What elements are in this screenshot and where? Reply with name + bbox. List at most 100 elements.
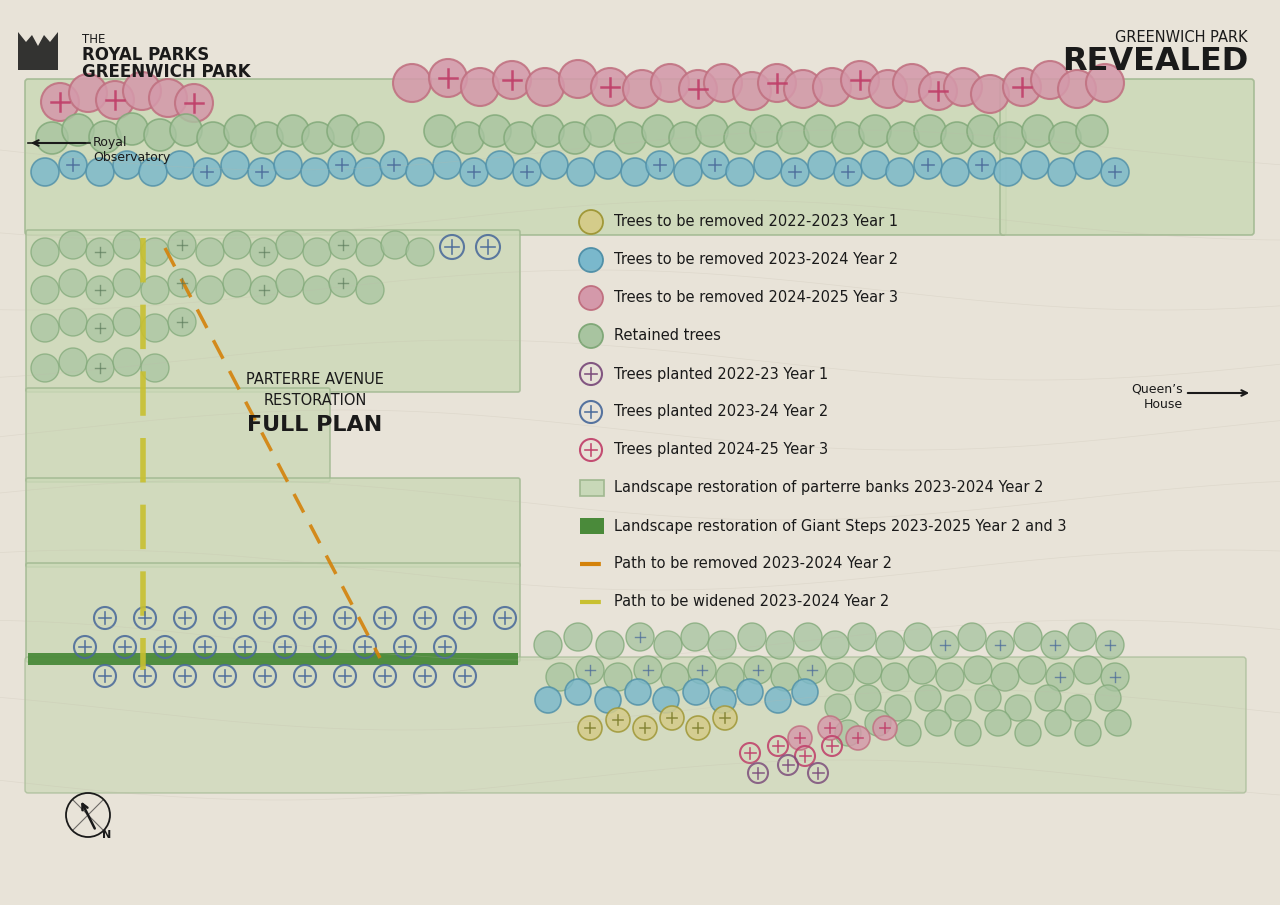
FancyBboxPatch shape xyxy=(1000,79,1254,235)
Circle shape xyxy=(915,685,941,711)
Circle shape xyxy=(792,679,818,705)
Circle shape xyxy=(141,354,169,382)
Circle shape xyxy=(1015,720,1041,746)
Circle shape xyxy=(113,231,141,259)
Circle shape xyxy=(69,74,108,112)
Circle shape xyxy=(605,708,630,732)
Circle shape xyxy=(614,122,646,154)
Circle shape xyxy=(893,64,931,102)
Circle shape xyxy=(460,158,488,186)
Circle shape xyxy=(381,231,410,259)
Circle shape xyxy=(754,151,782,179)
Circle shape xyxy=(250,238,278,266)
Circle shape xyxy=(604,663,632,691)
Circle shape xyxy=(710,687,736,713)
Circle shape xyxy=(96,81,134,119)
Bar xyxy=(580,480,604,496)
Text: Queen’s
House: Queen’s House xyxy=(1132,383,1183,411)
Circle shape xyxy=(797,656,826,684)
Circle shape xyxy=(31,158,59,186)
Text: REVEALED: REVEALED xyxy=(1061,46,1248,77)
Circle shape xyxy=(925,710,951,736)
Circle shape xyxy=(579,716,602,740)
FancyBboxPatch shape xyxy=(26,563,520,662)
Circle shape xyxy=(141,276,169,304)
Circle shape xyxy=(941,122,973,154)
Circle shape xyxy=(302,122,334,154)
Circle shape xyxy=(1074,151,1102,179)
Circle shape xyxy=(652,64,689,102)
Circle shape xyxy=(1105,710,1132,736)
Text: Royal
Observatory: Royal Observatory xyxy=(93,136,170,164)
Circle shape xyxy=(1048,158,1076,186)
FancyBboxPatch shape xyxy=(26,79,1006,235)
Circle shape xyxy=(716,663,744,691)
Circle shape xyxy=(854,656,882,684)
Circle shape xyxy=(936,663,964,691)
Circle shape xyxy=(1101,158,1129,186)
Circle shape xyxy=(995,122,1027,154)
Text: RESTORATION: RESTORATION xyxy=(264,393,366,408)
Circle shape xyxy=(113,269,141,297)
Circle shape xyxy=(564,679,591,705)
Circle shape xyxy=(301,158,329,186)
Circle shape xyxy=(143,119,177,151)
Circle shape xyxy=(684,679,709,705)
Circle shape xyxy=(59,231,87,259)
Circle shape xyxy=(547,663,573,691)
Circle shape xyxy=(914,115,946,147)
Text: Path to be removed 2023-2024 Year 2: Path to be removed 2023-2024 Year 2 xyxy=(614,557,892,571)
Text: Trees planted 2022-23 Year 1: Trees planted 2022-23 Year 1 xyxy=(614,367,828,382)
Circle shape xyxy=(328,151,356,179)
Circle shape xyxy=(919,72,957,110)
Circle shape xyxy=(303,276,332,304)
Circle shape xyxy=(61,114,93,146)
Circle shape xyxy=(681,623,709,651)
Circle shape xyxy=(1075,720,1101,746)
Circle shape xyxy=(461,68,499,106)
Text: Trees planted 2024-25 Year 3: Trees planted 2024-25 Year 3 xyxy=(614,443,828,458)
Circle shape xyxy=(559,60,596,98)
Circle shape xyxy=(995,158,1021,186)
Circle shape xyxy=(329,269,357,297)
Circle shape xyxy=(686,716,710,740)
Circle shape xyxy=(739,623,765,651)
Circle shape xyxy=(31,354,59,382)
Circle shape xyxy=(1076,115,1108,147)
Circle shape xyxy=(594,151,622,179)
Circle shape xyxy=(86,314,114,342)
Text: Trees planted 2023-24 Year 2: Trees planted 2023-24 Year 2 xyxy=(614,405,828,420)
Circle shape xyxy=(660,706,684,730)
Circle shape xyxy=(1041,631,1069,659)
Circle shape xyxy=(31,238,59,266)
Circle shape xyxy=(526,68,564,106)
Circle shape xyxy=(355,158,381,186)
Circle shape xyxy=(1044,710,1071,736)
Circle shape xyxy=(849,623,876,651)
Circle shape xyxy=(595,687,621,713)
Circle shape xyxy=(276,269,305,297)
Circle shape xyxy=(41,83,79,121)
Circle shape xyxy=(646,151,675,179)
Circle shape xyxy=(567,158,595,186)
Circle shape xyxy=(975,685,1001,711)
Circle shape xyxy=(708,631,736,659)
Circle shape xyxy=(168,308,196,336)
Circle shape xyxy=(783,70,822,108)
Circle shape xyxy=(1094,685,1121,711)
Circle shape xyxy=(196,276,224,304)
Circle shape xyxy=(197,122,229,154)
Circle shape xyxy=(486,151,515,179)
Circle shape xyxy=(972,75,1009,113)
Circle shape xyxy=(493,61,531,99)
Circle shape xyxy=(1101,663,1129,691)
Circle shape xyxy=(59,151,87,179)
Circle shape xyxy=(326,115,358,147)
Circle shape xyxy=(1068,623,1096,651)
Circle shape xyxy=(964,656,992,684)
Circle shape xyxy=(733,72,771,110)
Circle shape xyxy=(196,238,224,266)
Circle shape xyxy=(250,276,278,304)
Circle shape xyxy=(123,72,161,110)
Circle shape xyxy=(221,151,250,179)
